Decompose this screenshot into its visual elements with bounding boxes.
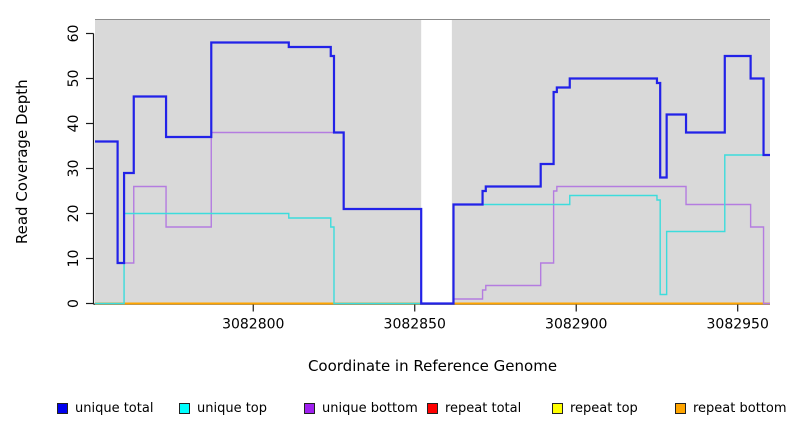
series-unique-total-line xyxy=(95,41,770,305)
legend-label: repeat total xyxy=(445,401,522,416)
y-tick-label: 30 xyxy=(66,160,82,178)
chart-legend: unique total unique top unique bottom repea… xyxy=(0,398,792,422)
y-tick-label: 20 xyxy=(66,205,82,223)
legend-item-unique-total: unique total xyxy=(57,401,153,416)
y-tick-label: 60 xyxy=(66,25,82,43)
y-axis-title: Read Coverage Depth xyxy=(13,79,31,244)
legend-label: unique total xyxy=(75,401,154,416)
legend-swatch-repeat-top xyxy=(552,403,563,414)
legend-item-unique-top: unique top xyxy=(179,401,267,416)
y-tick-label: 0 xyxy=(66,299,82,308)
legend-item-repeat-top: repeat top xyxy=(552,401,638,416)
y-tick-label: 10 xyxy=(66,250,82,268)
legend-item-unique-bottom: unique bottom xyxy=(304,401,418,416)
legend-swatch-repeat-bottom xyxy=(675,403,686,414)
x-tick-label: 3082850 xyxy=(384,317,446,333)
legend-item-repeat-bottom: repeat bottom xyxy=(675,401,787,416)
legend-label: unique top xyxy=(197,401,268,416)
plot-svg: 3082800 3082850 3082900 3082950 0 10 20 30 40 50 6… xyxy=(13,19,770,375)
x-axis-title: Coordinate in Reference Genome xyxy=(308,357,557,375)
x-tick-label: 3082950 xyxy=(707,317,769,333)
chart-area: 3082800 3082850 3082900 3082950 0 10 20 30 40 50 6… xyxy=(13,19,770,375)
series-unique-bottom-line xyxy=(95,131,770,305)
series-unique-top-line xyxy=(95,154,770,305)
x-tick-label: 3082800 xyxy=(222,317,284,333)
legend-swatch-unique-top xyxy=(179,403,190,414)
x-tick-label: 3082900 xyxy=(545,317,607,333)
legend-label: unique bottom xyxy=(322,401,418,416)
legend-swatch-repeat-total xyxy=(427,403,438,414)
legend-item-repeat-total: repeat total xyxy=(427,401,521,416)
legend-swatch-unique-total xyxy=(57,403,68,414)
legend-label: repeat bottom xyxy=(693,401,787,416)
y-tick-label: 50 xyxy=(66,70,82,88)
gap-region xyxy=(421,20,452,304)
y-tick-label: 40 xyxy=(66,115,82,133)
legend-label: repeat top xyxy=(570,401,638,416)
legend-swatch-unique-bottom xyxy=(304,403,315,414)
